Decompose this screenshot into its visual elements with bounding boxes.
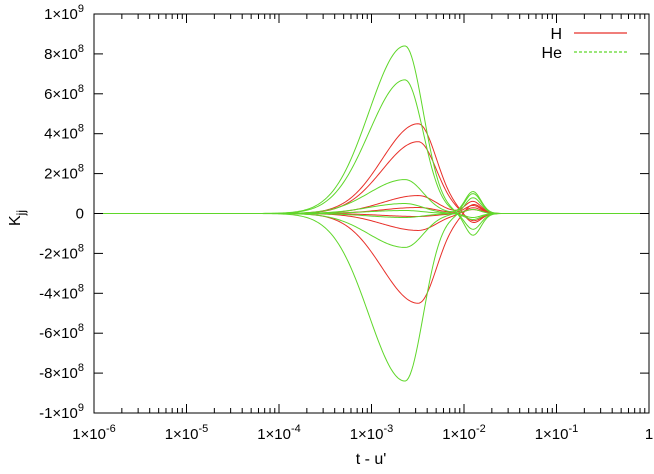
y-tick-label-base: -4×10 [39,285,78,302]
y-tick-label-exp: 9 [78,3,84,15]
y-axis-ticks: 1×1098×1086×1084×1082×1080-2×108-4×108-6… [39,3,649,422]
series-line-he [94,197,649,382]
y-tick-label: 4×108 [44,123,84,143]
y-tick-label: 6×108 [44,83,84,103]
x-tick-label: 1×10-1 [535,423,579,443]
x-tick-label: 1×10-6 [72,423,116,443]
x-tick-label-exp: -4 [291,423,301,435]
y-tick-label-base: 4×10 [44,126,78,143]
y-tick-label: -6×108 [39,322,84,342]
y-tick-label-base: 2×10 [44,166,78,183]
x-tick-label-base: 1×10 [535,426,569,443]
curves-group [94,45,649,382]
y-tick-label-exp: 8 [78,163,84,175]
x-tick-label-exp: -6 [106,423,116,435]
series-line-he [94,179,649,214]
y-tick-label-base: -2×10 [39,245,78,262]
x-tick-label: 1×10-5 [165,423,209,443]
legend-label-he: He [542,45,563,62]
y-tick-label-exp: 8 [78,43,84,55]
y-tick-label-exp: 8 [78,362,84,374]
y-axis-label: Kjj [7,210,28,226]
x-tick-label-exp: -3 [384,423,394,435]
x-tick-label-base: 1×10 [442,426,476,443]
x-axis-label: t - u' [356,451,387,468]
y-tick-label-exp: 8 [78,83,84,95]
x-tick-label-base: 1×10 [165,426,199,443]
x-tick-label-base: 1×10 [350,426,384,443]
y-tick-label: 2×108 [44,163,84,183]
series-line-h [94,204,649,304]
x-tick-label: 1×10-4 [257,423,301,443]
y-tick-label: 1×109 [44,3,84,23]
y-tick-label: -1×109 [39,402,84,422]
y-tick-label-base: -1×10 [39,405,78,422]
y-tick-label: -4×108 [39,282,84,302]
x-tick-label-exp: -1 [569,423,579,435]
series-line-he [94,213,649,218]
x-tick-label: 1×10-3 [350,423,394,443]
y-axis-label-main: K [7,215,24,226]
x-tick-label-exp: -2 [476,423,486,435]
y-tick-label-exp: 9 [78,402,84,414]
legend: H He [542,26,627,62]
x-tick-label: 1 [645,426,653,443]
series-line-h [94,123,649,223]
y-tick-label-base: 8×10 [44,46,78,63]
y-tick-label-exp: 8 [78,322,84,334]
y-axis-label-sub: jj [14,210,28,216]
y-tick-label: -2×108 [39,242,84,262]
y-tick-label-exp: 8 [78,282,84,294]
y-tick-label: -8×108 [39,362,84,382]
series-line-h [94,141,649,222]
x-tick-label-base: 1×10 [72,426,106,443]
legend-label-h: H [550,26,562,43]
y-tick-label-base: -8×10 [39,365,78,382]
x-tick-label-base: 1 [645,426,653,443]
x-tick-label-base: 1×10 [257,426,291,443]
y-tick-label: 8×108 [44,43,84,63]
y-tick-label-base: 0 [76,206,84,223]
x-tick-label-exp: -5 [199,423,209,435]
y-tick-label: 0 [76,206,84,223]
x-tick-label: 1×10-2 [442,423,486,443]
y-tick-label-exp: 8 [78,242,84,254]
y-tick-label-exp: 8 [78,123,84,135]
x-axis-ticks: 1×10-6 1×10-5 1×10-4 1×10-3 1×10-2 1×10-1 1 [72,14,653,443]
svg-text:Kjj: Kjj [7,210,28,226]
y-tick-label-base: -6×10 [39,325,78,342]
y-tick-label-base: 1×10 [44,6,78,23]
y-tick-label-base: 6×10 [44,86,78,103]
series-line-he [94,209,649,214]
